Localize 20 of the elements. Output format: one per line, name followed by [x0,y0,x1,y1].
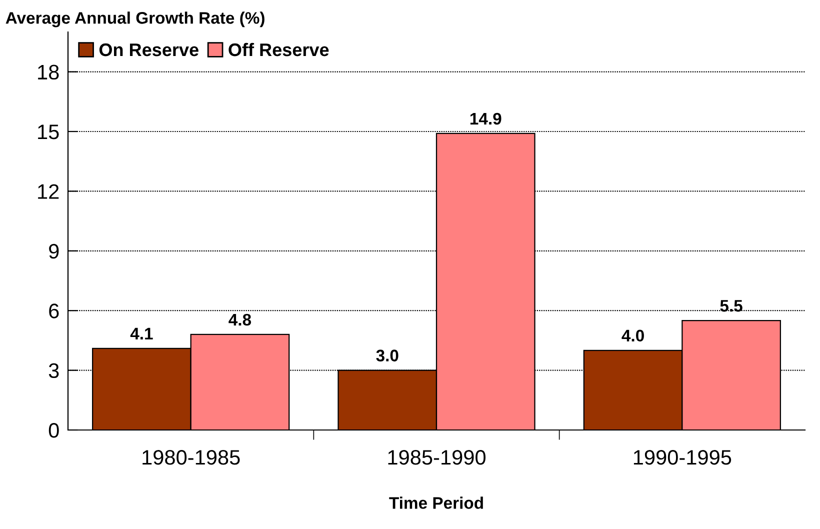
y-tick-label: 15 [38,124,59,140]
y-tick-label: 3 [48,363,59,378]
data-label: 4.8 [228,314,252,326]
data-label: 14.9 [470,112,502,125]
x-tick-label: 1980-1985 [142,450,240,465]
data-label: 4.0 [622,330,644,342]
y-tick-label: 18 [38,64,59,80]
y-tick-label: 12 [38,184,59,199]
data-label: 3.0 [376,350,398,362]
y-tick-label: 6 [49,304,59,318]
legend-label: Off Reserve [228,42,329,56]
y-tick-label: 9 [49,244,59,259]
legend-label: On Reserve [99,43,198,56]
x-tick-label: 1990-1995 [634,450,732,465]
data-label: 5.5 [720,300,742,312]
x-axis-title: Time Period [389,496,483,509]
data-label: 4.1 [130,328,153,340]
chart-title: Average Annual Growth Rate (%) [6,12,264,28]
x-tick-label: 1985-1990 [388,450,486,465]
y-tick-label: 0 [48,423,59,438]
